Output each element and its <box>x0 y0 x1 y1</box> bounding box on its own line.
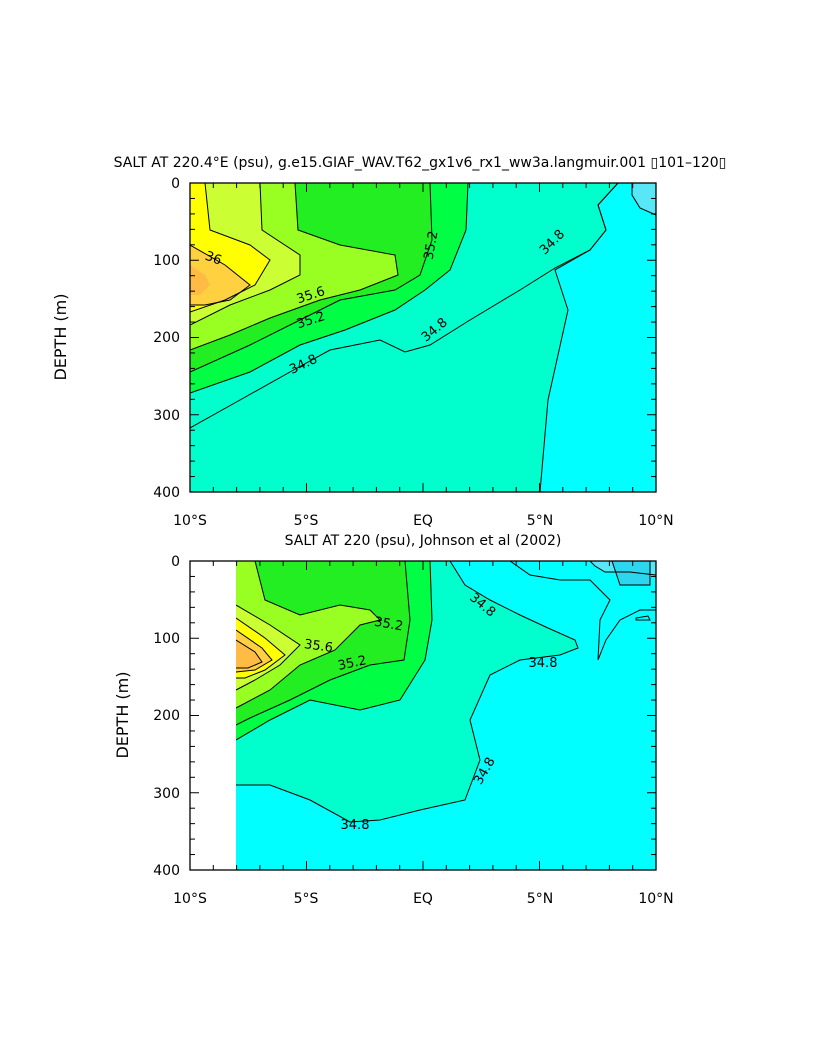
bottom-contour-label: 35.6 <box>303 637 334 656</box>
bottom-contour-35-0 <box>236 561 579 823</box>
x-tick-label: 5°S <box>294 891 319 907</box>
bottom-contour-35-4 <box>236 561 411 726</box>
bottom-contour-36-2 <box>236 639 263 669</box>
bottom-y-tick-labels: 0 100 200 300 400 <box>153 554 180 879</box>
x-tick-label: 10°S <box>173 513 207 529</box>
y-tick-label: 200 <box>153 330 180 346</box>
bottom-contour-35-8 <box>236 617 286 679</box>
top-x-tick-labels: 10°S 5°S EQ 5°N 10°N <box>173 513 674 529</box>
top-contour-label: 35.2 <box>422 230 442 261</box>
top-contour-lines <box>190 183 656 492</box>
top-contour-36-0 <box>190 183 271 313</box>
bottom-contour-fills <box>236 561 656 870</box>
bottom-contour-label: 35.2 <box>373 615 404 635</box>
y-tick-label: 400 <box>153 485 180 501</box>
top-contour-35-8 <box>190 183 301 326</box>
bottom-y-axis-label: DEPTH (m) <box>113 671 132 758</box>
y-tick-label: 300 <box>153 408 180 424</box>
x-tick-label: 5°S <box>294 513 319 529</box>
x-tick-label: 10°N <box>638 513 673 529</box>
bottom-contour-label: 34.8 <box>341 818 370 833</box>
bottom-contour-35-6b <box>236 604 301 691</box>
top-contour-label: 36 <box>203 249 224 269</box>
top-fill-gt-36-2 <box>190 265 210 295</box>
y-tick-label: 300 <box>153 786 180 802</box>
top-fill-lt-34-6 <box>632 183 656 215</box>
x-tick-label: 10°N <box>638 891 673 907</box>
top-y-axis-label: DEPTH (m) <box>51 293 70 380</box>
bottom-fill-35-4-35-6 <box>236 561 380 708</box>
bottom-contour-35-2 <box>236 561 433 741</box>
bottom-contour-34-8 <box>509 561 656 661</box>
bottom-contour-34-6 <box>589 561 656 576</box>
top-contour-34-6 <box>631 183 656 216</box>
y-tick-label: 0 <box>171 176 180 192</box>
x-tick-label: 10°S <box>173 891 207 907</box>
top-contour-fills <box>190 183 656 492</box>
bottom-contour-36-0 <box>236 629 273 673</box>
x-tick-label: 5°N <box>527 891 553 907</box>
top-panel: SALT AT 220.4°E (psu), g.e15.GIAF_WAV.T6… <box>51 155 726 529</box>
top-panel-title: SALT AT 220.4°E (psu), g.e15.GIAF_WAV.T6… <box>114 155 727 171</box>
top-contour-35-2 <box>190 183 469 394</box>
x-tick-label: EQ <box>413 513 433 529</box>
top-contour-35-4 <box>190 183 433 373</box>
bottom-panel-title: SALT AT 220 (psu), Johnson et al (2002) <box>285 533 562 549</box>
y-tick-label: 100 <box>153 253 180 269</box>
top-fill-34-6-34-8 <box>540 183 656 492</box>
bottom-contour-35-6 <box>236 561 381 709</box>
top-axis-ticks <box>189 182 657 493</box>
bottom-contour-34-4 <box>611 561 651 586</box>
top-y-tick-labels: 0 100 200 300 400 <box>153 176 180 501</box>
bottom-contour-label: 35.2 <box>337 653 368 674</box>
bottom-contour-lines <box>236 561 656 823</box>
bottom-x-tick-labels: 10°S 5°S EQ 5°N 10°N <box>173 891 674 907</box>
top-contour-34-8 <box>539 183 619 492</box>
bottom-panel: SALT AT 220 (psu), Johnson et al (2002) <box>113 533 674 907</box>
x-tick-label: EQ <box>413 891 433 907</box>
x-tick-label: 5°N <box>527 513 553 529</box>
top-contour-35-6 <box>190 183 399 351</box>
bottom-axis-ticks <box>189 560 657 871</box>
y-tick-label: 100 <box>153 631 180 647</box>
bottom-fill-gt-36-2 <box>236 640 262 668</box>
y-tick-label: 200 <box>153 708 180 724</box>
bottom-fill-lt-34-4 <box>612 561 650 585</box>
bottom-contour-label: 34.8 <box>529 656 558 671</box>
y-tick-label: 0 <box>171 554 180 570</box>
bottom-contour-small <box>635 615 651 621</box>
y-tick-label: 400 <box>153 863 180 879</box>
